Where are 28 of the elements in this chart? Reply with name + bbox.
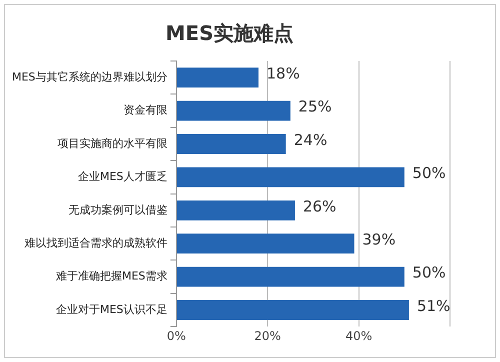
- data-label: 51%: [416, 296, 450, 315]
- y-tick-label: MES与其它系统的边界难以划分: [12, 70, 168, 84]
- bar: [176, 234, 354, 254]
- bar: [176, 68, 258, 88]
- data-label: 50%: [412, 264, 446, 282]
- y-tick-label: 企业MES人才匮乏: [78, 170, 168, 184]
- bar: [176, 300, 409, 320]
- y-tick-label: 项目实施商的水平有限: [57, 136, 168, 150]
- bar: [176, 134, 286, 154]
- data-label: 25%: [298, 98, 332, 116]
- bar: [176, 266, 404, 287]
- y-tick-label: 无成功案例可以借鉴: [68, 203, 168, 216]
- data-label: 18%: [266, 64, 300, 82]
- bar: [176, 167, 404, 188]
- data-label: 50%: [412, 164, 446, 182]
- data-label: 24%: [294, 130, 328, 149]
- x-tick-label: 40%: [345, 328, 372, 343]
- y-tick-label: 难以找到适合需求的成熟软件: [24, 236, 168, 250]
- y-tick-label: 难于准确把握MES需求: [56, 270, 168, 283]
- data-label: 26%: [302, 197, 336, 216]
- bar: [176, 200, 295, 220]
- y-tick-label: 企业对于MES认识不足: [56, 302, 168, 316]
- x-tick-label: 20%: [254, 328, 281, 343]
- bar: [176, 100, 290, 121]
- chart-title: MES实施难点: [166, 21, 294, 46]
- y-tick-label: 资金有限: [123, 104, 168, 117]
- x-tick-label: 0%: [166, 328, 186, 343]
- data-label: 39%: [362, 230, 396, 248]
